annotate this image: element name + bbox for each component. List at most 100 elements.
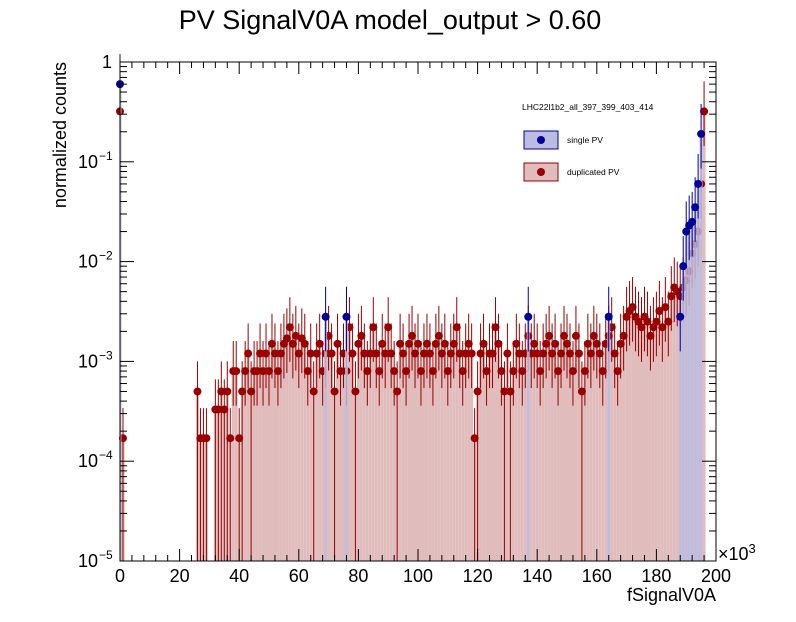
bar-duplicated-pv	[234, 371, 238, 561]
point-duplicated-pv	[390, 367, 399, 376]
point-single-pv	[682, 227, 691, 236]
legend-entry-duplicated-pv: duplicated PV	[523, 162, 620, 182]
bar-duplicated-pv	[279, 353, 283, 561]
point-duplicated-pv	[619, 331, 628, 340]
point-duplicated-pv	[560, 331, 569, 340]
y-tick-exponent: −2	[99, 249, 113, 263]
bar-duplicated-pv	[285, 338, 289, 561]
point-duplicated-pv	[354, 339, 363, 348]
point-duplicated-pv	[309, 387, 318, 396]
bar-single-pv	[681, 266, 685, 561]
bar-duplicated-pv	[327, 335, 331, 561]
bar-duplicated-pv	[535, 353, 539, 561]
x-tick-label: 140	[522, 566, 552, 586]
bar-duplicated-pv	[544, 343, 548, 561]
bar-duplicated-pv	[258, 353, 262, 561]
bar-duplicated-pv	[604, 343, 608, 561]
point-duplicated-pv	[402, 367, 411, 376]
bar-duplicated-pv	[586, 343, 590, 561]
point-duplicated-pv	[285, 323, 294, 332]
bar-duplicated-pv	[413, 353, 417, 561]
bar-duplicated-pv	[499, 371, 503, 561]
bar-duplicated-pv	[321, 371, 325, 561]
bar-single-pv	[699, 133, 703, 561]
bar-duplicated-pv	[538, 371, 542, 561]
point-duplicated-pv	[655, 306, 664, 315]
point-duplicated-pv	[434, 331, 443, 340]
bar-duplicated-pv	[553, 343, 557, 561]
point-duplicated-pv	[369, 323, 378, 332]
bar-duplicated-pv	[449, 353, 453, 561]
point-single-pv	[524, 312, 533, 321]
bar-duplicated-pv	[455, 327, 459, 561]
point-duplicated-pv	[270, 349, 279, 358]
x-axis: 0 20 40 60 80 100 120 140 160 180 200	[115, 62, 731, 586]
y-tick-exponent: −1	[99, 149, 113, 163]
point-duplicated-pv	[643, 317, 652, 326]
bar-duplicated-pv	[374, 353, 378, 561]
point-duplicated-pv	[509, 367, 518, 376]
point-duplicated-pv	[422, 339, 431, 348]
point-duplicated-pv	[393, 387, 402, 396]
bar-duplicated-pv	[261, 371, 265, 561]
point-duplicated-pv	[446, 349, 455, 358]
bar-duplicated-pv	[246, 353, 250, 561]
bar-duplicated-pv	[672, 287, 676, 561]
bar-duplicated-pv	[443, 343, 447, 561]
x-tick-label: 100	[403, 566, 433, 586]
point-duplicated-pv	[664, 317, 673, 326]
point-duplicated-pv	[443, 367, 452, 376]
point-duplicated-pv	[276, 349, 285, 358]
point-duplicated-pv	[574, 349, 583, 358]
point-single-pv	[676, 312, 685, 321]
point-single-pv	[688, 217, 697, 226]
point-duplicated-pv	[613, 367, 622, 376]
bar-single-pv	[607, 316, 611, 561]
legend-label-duplicated-pv: duplicated PV	[567, 167, 620, 177]
bar-duplicated-pv	[660, 327, 664, 561]
bar-duplicated-pv	[496, 343, 500, 561]
point-duplicated-pv	[387, 349, 396, 358]
point-duplicated-pv	[497, 367, 506, 376]
point-duplicated-pv	[232, 367, 241, 376]
point-duplicated-pv	[455, 349, 464, 358]
point-single-pv	[321, 312, 330, 321]
point-duplicated-pv	[381, 349, 390, 358]
bar-duplicated-pv	[386, 327, 390, 561]
point-duplicated-pv	[667, 292, 676, 301]
legend-entry-single-pv: single PV	[523, 130, 603, 150]
bar-duplicated-pv	[470, 353, 474, 561]
x-multiplier-exp: 3	[749, 541, 756, 556]
point-duplicated-pv	[461, 349, 470, 358]
bar-duplicated-pv	[431, 371, 435, 561]
bar-duplicated-pv	[622, 335, 626, 561]
x-tick-label: 200	[701, 566, 731, 586]
bar-duplicated-pv	[398, 343, 402, 561]
x-tick-label: 80	[348, 566, 368, 586]
point-duplicated-pv	[595, 349, 604, 358]
point-duplicated-pv	[411, 349, 420, 358]
point-duplicated-pv	[220, 405, 229, 414]
point-duplicated-pv	[536, 367, 545, 376]
point-duplicated-pv	[384, 323, 393, 332]
point-duplicated-pv	[661, 303, 670, 312]
point-duplicated-pv	[464, 339, 473, 348]
point-duplicated-pv	[214, 405, 223, 414]
point-duplicated-pv	[366, 349, 375, 358]
point-duplicated-pv	[273, 367, 282, 376]
bar-duplicated-pv	[479, 353, 483, 561]
point-duplicated-pv	[580, 367, 589, 376]
point-duplicated-pv	[416, 367, 425, 376]
point-single-pv	[604, 312, 613, 321]
bar-duplicated-pv	[294, 335, 298, 561]
bar-duplicated-pv	[589, 353, 593, 561]
bar-duplicated-pv	[407, 343, 411, 561]
y-tick-label: 1	[102, 52, 112, 72]
point-duplicated-pv	[533, 349, 542, 358]
bar-duplicated-pv	[511, 371, 515, 561]
bar-single-pv	[696, 183, 700, 562]
point-duplicated-pv	[336, 367, 345, 376]
point-duplicated-pv	[235, 434, 244, 443]
point-duplicated-pv	[226, 434, 235, 443]
